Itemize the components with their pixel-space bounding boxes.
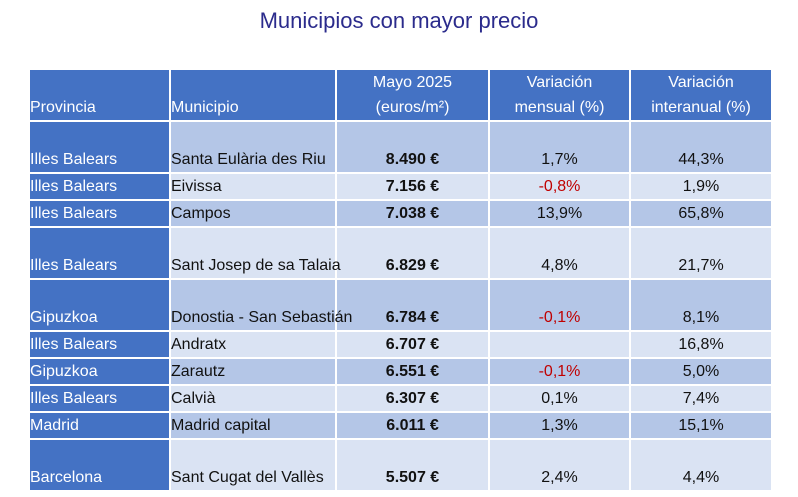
cell-variacion-interanual: 1,9% [629, 172, 773, 201]
cell-precio: 8.490 € [335, 120, 490, 174]
cell-variacion-interanual: 21,7% [629, 226, 773, 280]
table-row: Illes Balears Calvià 6.307 € 0,1% 7,4% [28, 384, 773, 413]
cell-municipio: Calvià [169, 384, 337, 413]
cell-provincia: Illes Balears [28, 199, 171, 228]
cell-provincia: Illes Balears [28, 330, 171, 359]
cell-municipio: Eivissa [169, 172, 337, 201]
header-precio-line1: Mayo 2025 [372, 74, 453, 91]
header-precio-line2: (euros/m²) [375, 99, 450, 116]
cell-variacion-interanual: 8,1% [629, 278, 773, 332]
table-row: Illes Balears Sant Josep de sa Talaia 6.… [28, 226, 773, 280]
cell-municipio: Sant Josep de sa Talaia [169, 226, 341, 280]
table-header-row: Provincia Municipio Mayo 2025 (euros/m²)… [28, 68, 773, 122]
cell-provincia: Barcelona [28, 438, 171, 492]
cell-provincia: Illes Balears [28, 172, 171, 201]
header-provincia: Provincia [28, 68, 171, 122]
cell-precio: 6.707 € [335, 330, 490, 359]
table-row: Gipuzkoa Donostia - San Sebastián 6.784 … [28, 278, 773, 332]
cell-precio: 6.307 € [335, 384, 490, 413]
cell-variacion-mensual: -0,8% [488, 172, 631, 201]
cell-municipio: Zarautz [169, 357, 337, 386]
header-mensual-line2: mensual (%) [514, 99, 605, 116]
header-precio: Mayo 2025 (euros/m²) [335, 68, 490, 122]
cell-provincia: Gipuzkoa [28, 278, 171, 332]
header-interanual-line1: Variación [668, 74, 734, 91]
cell-variacion-mensual: 0,1% [488, 384, 631, 413]
cell-variacion-interanual: 7,4% [629, 384, 773, 413]
cell-variacion-interanual: 16,8% [629, 330, 773, 359]
cell-provincia: Illes Balears [28, 384, 171, 413]
cell-variacion-interanual: 44,3% [629, 120, 773, 174]
cell-variacion-interanual: 4,4% [629, 438, 773, 492]
cell-precio: 6.784 € [335, 278, 490, 332]
cell-precio: 6.829 € [335, 226, 490, 280]
cell-provincia: Madrid [28, 411, 171, 440]
cell-precio: 5.507 € [335, 438, 490, 492]
header-municipio: Municipio [169, 68, 337, 122]
header-interanual-line2: interanual (%) [651, 99, 751, 116]
cell-precio: 6.011 € [335, 411, 490, 440]
cell-municipio: Donostia - San Sebastián [169, 278, 352, 332]
cell-variacion-mensual: -0,1% [488, 278, 631, 332]
price-table: Provincia Municipio Mayo 2025 (euros/m²)… [28, 68, 773, 492]
cell-variacion-interanual: 65,8% [629, 199, 773, 228]
header-variacion-mensual: Variación mensual (%) [488, 68, 631, 122]
cell-precio: 7.038 € [335, 199, 490, 228]
table-row: Illes Balears Eivissa 7.156 € -0,8% 1,9% [28, 172, 773, 201]
table-row: Illes Balears Campos 7.038 € 13,9% 65,8% [28, 199, 773, 228]
cell-municipio: Madrid capital [169, 411, 337, 440]
header-mensual-line1: Variación [526, 74, 593, 91]
cell-variacion-mensual: 1,3% [488, 411, 631, 440]
cell-variacion-mensual: 1,7% [488, 120, 631, 174]
cell-variacion-mensual: -0,1% [488, 357, 631, 386]
cell-variacion-mensual [488, 330, 631, 359]
table-row: Illes Balears Santa Eulària des Riu 8.49… [28, 120, 773, 174]
cell-provincia: Illes Balears [28, 120, 171, 174]
table-row: Gipuzkoa Zarautz 6.551 € -0,1% 5,0% [28, 357, 773, 386]
cell-municipio: Sant Cugat del Vallès [169, 438, 337, 492]
cell-municipio: Andratx [169, 330, 337, 359]
cell-provincia: Illes Balears [28, 226, 171, 280]
cell-variacion-interanual: 15,1% [629, 411, 773, 440]
table-row: Illes Balears Andratx 6.707 € 16,8% [28, 330, 773, 359]
cell-variacion-mensual: 13,9% [488, 199, 631, 228]
cell-variacion-mensual: 2,4% [488, 438, 631, 492]
cell-municipio: Santa Eulària des Riu [169, 120, 337, 174]
cell-variacion-mensual: 4,8% [488, 226, 631, 280]
table-row: Barcelona Sant Cugat del Vallès 5.507 € … [28, 438, 773, 492]
cell-municipio: Campos [169, 199, 337, 228]
cell-provincia: Gipuzkoa [28, 357, 171, 386]
cell-precio: 7.156 € [335, 172, 490, 201]
header-variacion-interanual: Variación interanual (%) [629, 68, 773, 122]
page-title: Municipios con mayor precio [259, 8, 539, 33]
cell-precio: 6.551 € [335, 357, 490, 386]
cell-variacion-interanual: 5,0% [629, 357, 773, 386]
table-row: Madrid Madrid capital 6.011 € 1,3% 15,1% [28, 411, 773, 440]
